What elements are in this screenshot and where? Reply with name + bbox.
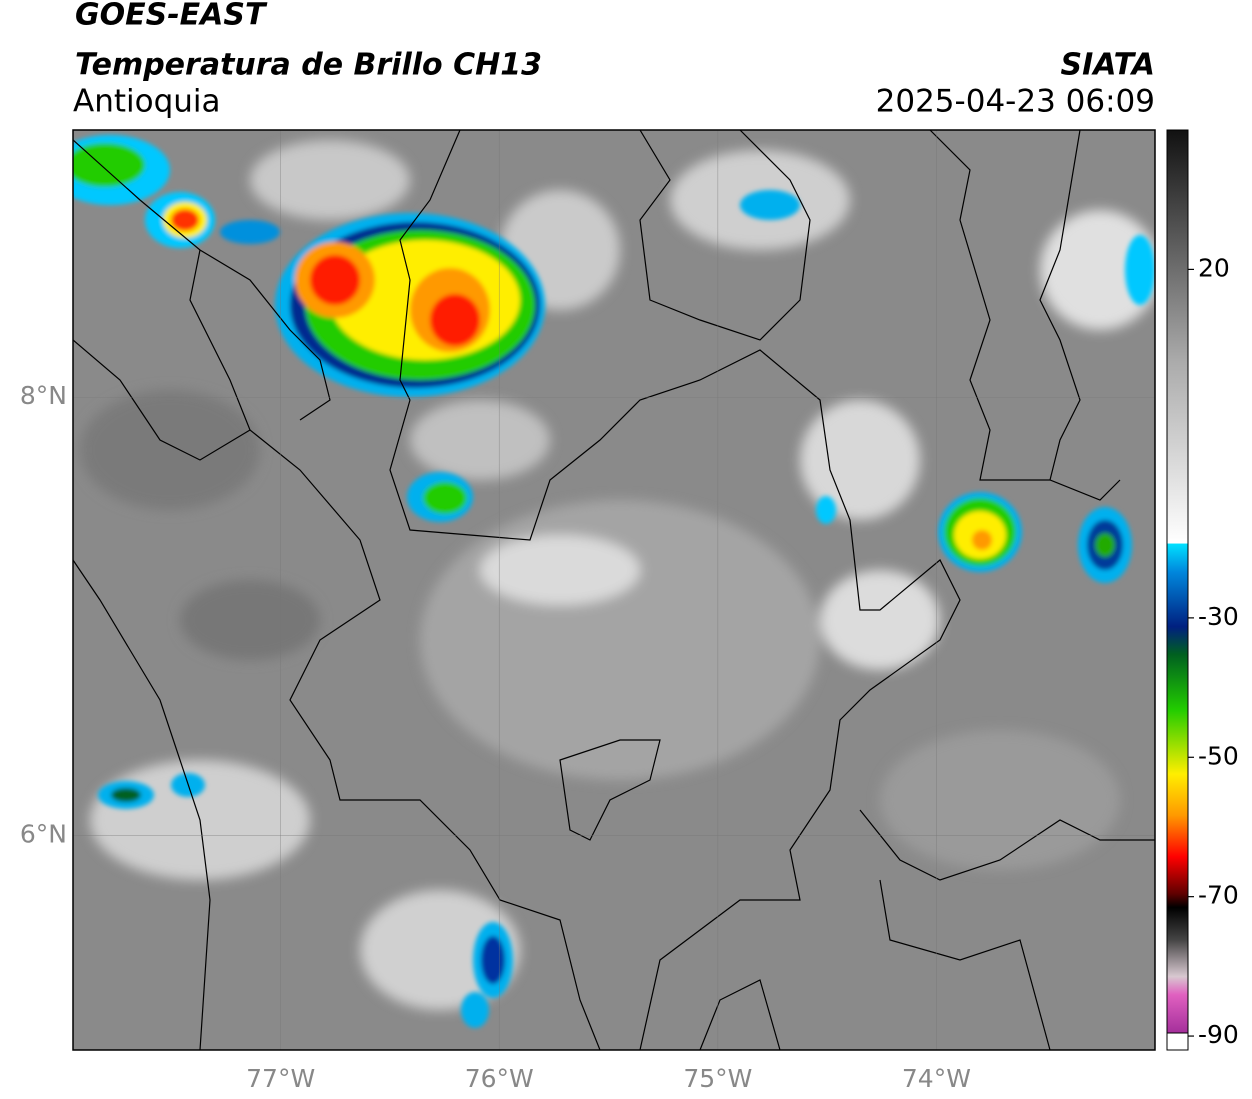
colorbar-tick-label: 20: [1198, 253, 1230, 282]
title: GOES-EAST: [75, 0, 268, 33]
coastline: [73, 559, 211, 1050]
border: [699, 979, 781, 1050]
satellite-image: [73, 130, 1155, 1050]
border: [559, 739, 661, 841]
colorbar-tick-label: -90: [1198, 1020, 1239, 1049]
source: SIATA: [1061, 48, 1155, 83]
border: [389, 349, 961, 1050]
datetime: 2025-04-23 06:09: [876, 84, 1155, 120]
colorbar-under: [1166, 1032, 1189, 1051]
border: [1039, 130, 1081, 481]
border: [189, 249, 601, 1050]
border: [859, 809, 1155, 881]
coastline: [73, 139, 331, 421]
map-frame: [72, 129, 1156, 1051]
subtitle: Temperatura de Brillo CH13: [75, 48, 542, 83]
x-tick-label: 76°W: [465, 1064, 534, 1093]
x-tick-label: 75°W: [683, 1064, 752, 1093]
y-tick-label: 6°N: [20, 819, 67, 848]
colorbar: [1166, 129, 1189, 1051]
colorbar-tick-label: -70: [1198, 881, 1239, 910]
colorbar-tick-label: -30: [1198, 602, 1239, 631]
x-tick-label: 77°W: [246, 1064, 315, 1093]
y-tick-label: 8°N: [20, 381, 67, 410]
border: [639, 130, 811, 341]
border: [399, 130, 461, 401]
coastline: [73, 339, 251, 461]
border: [879, 879, 1051, 1050]
border: [929, 130, 1121, 501]
region: Antioquia: [73, 84, 221, 120]
x-tick-label: 74°W: [902, 1064, 971, 1093]
colorbar-tick-label: -50: [1198, 741, 1239, 770]
